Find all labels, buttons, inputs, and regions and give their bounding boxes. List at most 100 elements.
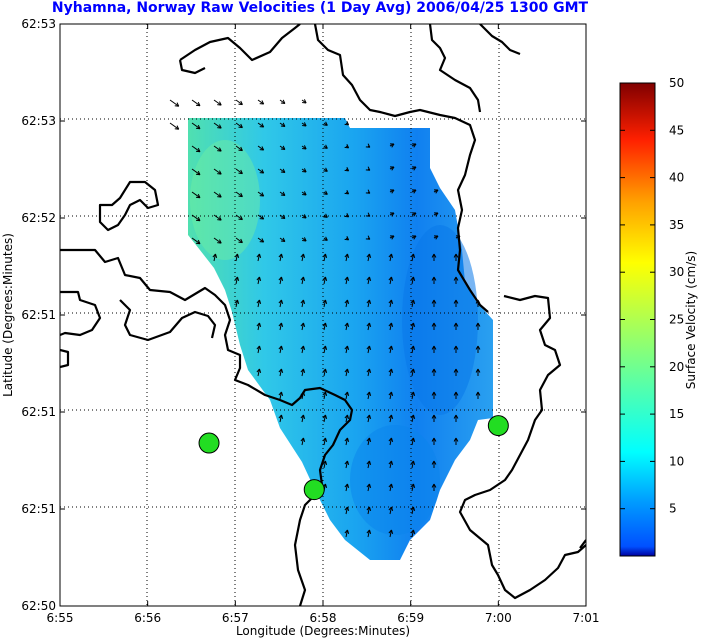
y-tick-label: 62:53 (21, 114, 56, 128)
velocity-arrow (344, 190, 350, 195)
velocity-arrow (234, 299, 240, 308)
velocity-arrow (453, 322, 459, 330)
velocity-arrow (388, 253, 394, 262)
colorbar-tick-label: 10 (669, 454, 684, 468)
velocity-arrow (257, 214, 265, 220)
velocity-arrow (279, 168, 286, 173)
x-tick-label: 7:00 (485, 611, 512, 625)
velocity-arrow (388, 391, 394, 400)
velocity-arrow (344, 299, 350, 308)
x-tick-label: 6:59 (397, 611, 424, 625)
velocity-arrow (388, 460, 394, 469)
x-tick-label: 7:01 (573, 611, 600, 625)
velocity-arrow (433, 212, 439, 217)
colorbar-tick-label: 30 (669, 265, 684, 279)
velocity-arrow (431, 391, 437, 399)
velocity-arrow (322, 322, 328, 331)
velocity-arrow (257, 145, 265, 151)
velocity-arrow (475, 368, 481, 376)
velocity-arrow (453, 345, 459, 353)
velocity-arrow (323, 213, 328, 218)
velocity-arrow (235, 145, 243, 152)
velocity-arrow (323, 167, 328, 172)
velocity-arrow (300, 345, 306, 354)
velocity-arrow (301, 214, 307, 219)
velocity-arrow (213, 237, 222, 244)
velocity-arrow (365, 189, 371, 194)
velocity-arrow (300, 414, 306, 423)
velocity-arrow (234, 253, 240, 262)
velocity-arrow (455, 235, 461, 240)
velocity-arrow (366, 414, 372, 423)
velocity-arrow (322, 437, 328, 446)
velocity-arrow (256, 253, 262, 262)
velocity-arrow (388, 368, 394, 377)
velocity-arrow (279, 214, 286, 219)
velocity-arrow (256, 299, 262, 308)
velocity-arrow (278, 391, 284, 400)
velocity-arrow (388, 414, 394, 423)
y-axis: 62:53 62:53 62:52 62:51 62:51 62:51 62:50 (21, 17, 586, 613)
velocity-arrow (366, 345, 372, 354)
velocity-arrow (256, 322, 262, 331)
velocity-arrow (300, 368, 306, 377)
colorbar-tick-label: 15 (669, 407, 684, 421)
velocity-arrow (322, 345, 328, 354)
velocity-arrow (301, 191, 307, 196)
velocity-arrow (278, 414, 284, 423)
velocity-arrow (411, 212, 417, 217)
velocity-arrow (344, 236, 350, 241)
velocity-arrow (300, 391, 306, 400)
velocity-arrow (366, 253, 372, 262)
colorbar-tick-label: 25 (669, 313, 684, 327)
velocity-arrow (431, 414, 437, 422)
velocity-arrow (433, 235, 439, 240)
colorbar-ticks: 5 10 15 20 25 30 35 40 45 50 (620, 76, 684, 516)
velocity-arrow (388, 529, 394, 538)
velocity-arrow (410, 483, 416, 492)
velocity-arrow (213, 168, 222, 175)
grid (60, 24, 586, 606)
velocity-arrow (411, 166, 417, 171)
velocity-arrow (322, 276, 328, 285)
velocity-arrow (301, 168, 307, 173)
velocity-arrow (410, 529, 416, 538)
velocity-arrow (366, 529, 372, 538)
velocity-arrow (301, 145, 307, 150)
velocity-arrow (453, 437, 459, 445)
velocity-arrow (191, 99, 201, 107)
velocity-arrow (257, 191, 265, 197)
radar-station-marker (303, 479, 325, 501)
velocity-arrow (411, 143, 417, 148)
velocity-arrow (235, 168, 243, 175)
velocity-arrow (322, 391, 328, 400)
velocity-arrow (278, 253, 284, 262)
velocity-arrow (191, 168, 201, 176)
velocity-arrow (322, 299, 328, 308)
velocity-arrow (278, 276, 284, 285)
velocity-arrow (366, 368, 372, 377)
y-tick-label: 62:53 (21, 17, 56, 31)
velocity-arrow (388, 299, 394, 308)
velocity-arrow (213, 99, 222, 106)
velocity-arrow (388, 322, 394, 331)
x-tick-label: 6:55 (47, 611, 74, 625)
velocity-arrow (366, 276, 372, 285)
velocity-arrow (389, 143, 395, 148)
colorbar-tick-label: 35 (669, 218, 684, 232)
velocity-arrow (453, 414, 459, 422)
velocity-arrow (388, 506, 394, 515)
velocity-arrow (365, 143, 371, 148)
velocity-arrow (389, 235, 395, 240)
chart-title: Nyhamna, Norway Raw Velocities (1 Day Av… (51, 0, 589, 16)
velocity-arrow (300, 253, 306, 262)
velocity-arrow (344, 253, 350, 262)
colorbar-tick-label: 20 (669, 360, 684, 374)
radar-station-marker (198, 432, 220, 454)
velocity-arrow (323, 236, 328, 241)
slow-south (350, 425, 440, 535)
velocity-arrow (388, 345, 394, 354)
velocity-arrow (453, 299, 459, 307)
velocity-arrow (301, 99, 307, 104)
